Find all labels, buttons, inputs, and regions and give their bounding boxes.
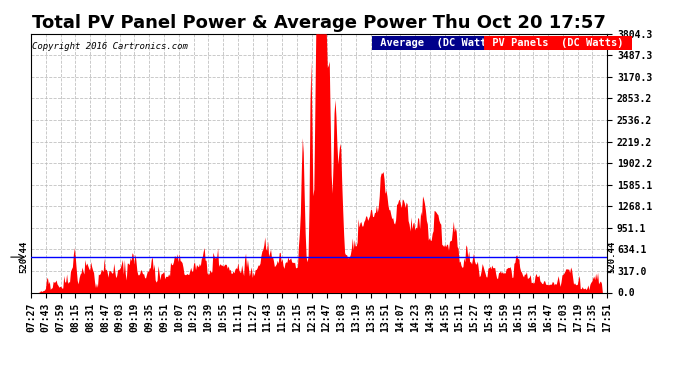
Text: Average  (DC Watts): Average (DC Watts): [374, 38, 505, 48]
Text: Copyright 2016 Cartronics.com: Copyright 2016 Cartronics.com: [32, 42, 188, 51]
Text: 520.44: 520.44: [19, 241, 28, 273]
Text: 520.44: 520.44: [608, 241, 617, 273]
Text: PV Panels  (DC Watts): PV Panels (DC Watts): [486, 38, 630, 48]
Title: Total PV Panel Power & Average Power Thu Oct 20 17:57: Total PV Panel Power & Average Power Thu…: [32, 14, 606, 32]
